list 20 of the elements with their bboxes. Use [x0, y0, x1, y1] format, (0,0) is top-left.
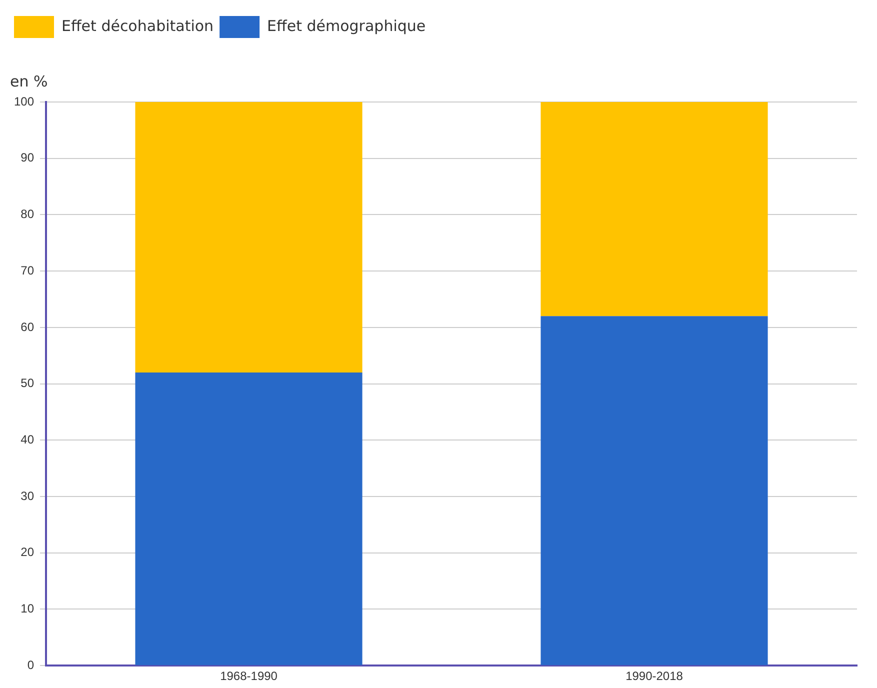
- y-tick-label: 90: [20, 150, 34, 165]
- y-tick-label: 40: [20, 432, 34, 446]
- bar: [540, 316, 768, 666]
- bar: [135, 372, 362, 666]
- y-tick-label: 20: [20, 545, 34, 560]
- y-tick-label: 30: [20, 488, 34, 503]
- y-tick-label: 80: [20, 207, 34, 222]
- y-tick-label: 60: [20, 320, 34, 334]
- y-tick-label: 50: [20, 376, 34, 390]
- y-tick-label: 70: [20, 263, 34, 278]
- legend-label: Effet démographique: [267, 16, 426, 35]
- x-tick-label: 1990-2018: [626, 669, 684, 684]
- x-tick-label: 1968-1990: [220, 669, 278, 684]
- y-tick-label: 10: [20, 602, 34, 616]
- y-tick-label: 100: [14, 94, 34, 108]
- legend-label: Effet décohabitation: [62, 16, 214, 35]
- bar: [540, 102, 768, 316]
- y-tick-label: 0: [27, 658, 34, 672]
- bar: [135, 102, 362, 373]
- y-axis-title: en %: [10, 72, 48, 90]
